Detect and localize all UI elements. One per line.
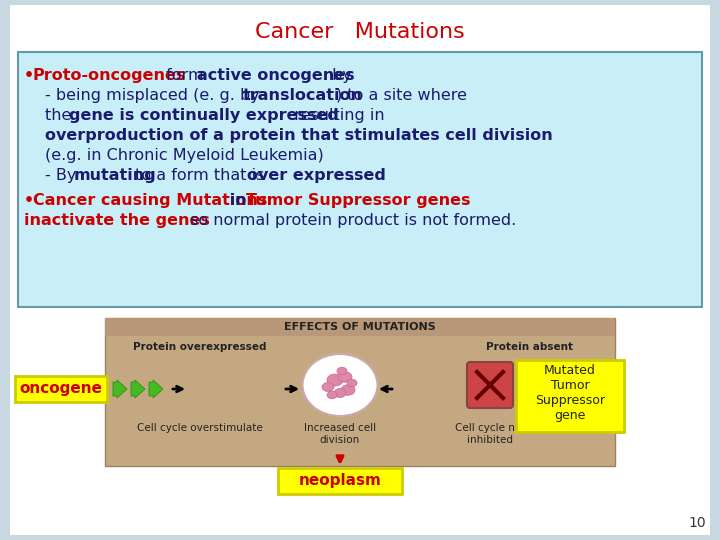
Ellipse shape: [302, 354, 377, 416]
Text: •: •: [24, 68, 34, 83]
Text: (e.g. in Chronic Myeloid Leukemia): (e.g. in Chronic Myeloid Leukemia): [45, 148, 324, 163]
Text: overproduction of a protein that stimulates cell division: overproduction of a protein that stimula…: [45, 128, 553, 143]
FancyBboxPatch shape: [105, 318, 615, 466]
Text: to a form that is: to a form that is: [130, 168, 269, 183]
Text: over expressed: over expressed: [247, 168, 386, 183]
Text: EFFECTS OF MUTATIONS: EFFECTS OF MUTATIONS: [284, 322, 436, 332]
Ellipse shape: [338, 372, 352, 382]
FancyBboxPatch shape: [18, 52, 702, 307]
Ellipse shape: [341, 384, 355, 395]
Text: Cancer   Mutations: Cancer Mutations: [255, 22, 465, 42]
Text: Proto-oncogenes: Proto-oncogenes: [33, 68, 186, 83]
Text: resulting in: resulting in: [284, 108, 384, 123]
FancyBboxPatch shape: [278, 468, 402, 494]
FancyBboxPatch shape: [516, 360, 624, 432]
Text: active oncogenes: active oncogenes: [197, 68, 355, 83]
FancyBboxPatch shape: [10, 5, 710, 535]
Text: gene is continually expressed: gene is continually expressed: [69, 108, 339, 123]
Text: Cell cycle overstimulate: Cell cycle overstimulate: [137, 423, 263, 433]
Text: .: .: [349, 168, 354, 183]
Text: Cell cycle not
inhibited: Cell cycle not inhibited: [455, 423, 525, 444]
Text: Increased cell
division: Increased cell division: [304, 423, 376, 444]
Text: the: the: [45, 108, 76, 123]
Text: Protein overexpressed: Protein overexpressed: [133, 342, 266, 352]
Ellipse shape: [322, 382, 334, 392]
FancyBboxPatch shape: [15, 376, 107, 402]
Text: mutating: mutating: [74, 168, 157, 183]
FancyBboxPatch shape: [105, 318, 615, 336]
FancyBboxPatch shape: [467, 362, 513, 408]
Ellipse shape: [327, 374, 343, 386]
Ellipse shape: [334, 388, 346, 397]
Text: by: by: [327, 68, 352, 83]
Text: - being misplaced (e. g. by: - being misplaced (e. g. by: [45, 88, 265, 103]
FancyArrow shape: [149, 380, 163, 398]
Text: Protein absent: Protein absent: [487, 342, 574, 352]
Text: inactivate the genes: inactivate the genes: [24, 213, 210, 228]
Text: so normal protein product is not formed.: so normal protein product is not formed.: [185, 213, 516, 228]
Text: in: in: [224, 193, 252, 208]
Text: Mutated
Tumor
Suppressor
gene: Mutated Tumor Suppressor gene: [535, 364, 605, 422]
Text: ) to a site where: ) to a site where: [336, 88, 467, 103]
Text: Cancer causing Mutations: Cancer causing Mutations: [33, 193, 267, 208]
Text: - By: - By: [45, 168, 81, 183]
Text: form: form: [161, 68, 209, 83]
Text: oncogene: oncogene: [19, 381, 102, 396]
Text: •: •: [24, 193, 34, 208]
Ellipse shape: [327, 392, 337, 399]
Text: neoplasm: neoplasm: [299, 474, 382, 489]
Ellipse shape: [337, 367, 347, 375]
Text: translocation: translocation: [243, 88, 363, 103]
FancyArrow shape: [113, 380, 127, 398]
Text: 10: 10: [688, 516, 706, 530]
Text: Tumor Suppressor genes: Tumor Suppressor genes: [246, 193, 470, 208]
Ellipse shape: [347, 379, 357, 387]
FancyArrow shape: [131, 380, 145, 398]
